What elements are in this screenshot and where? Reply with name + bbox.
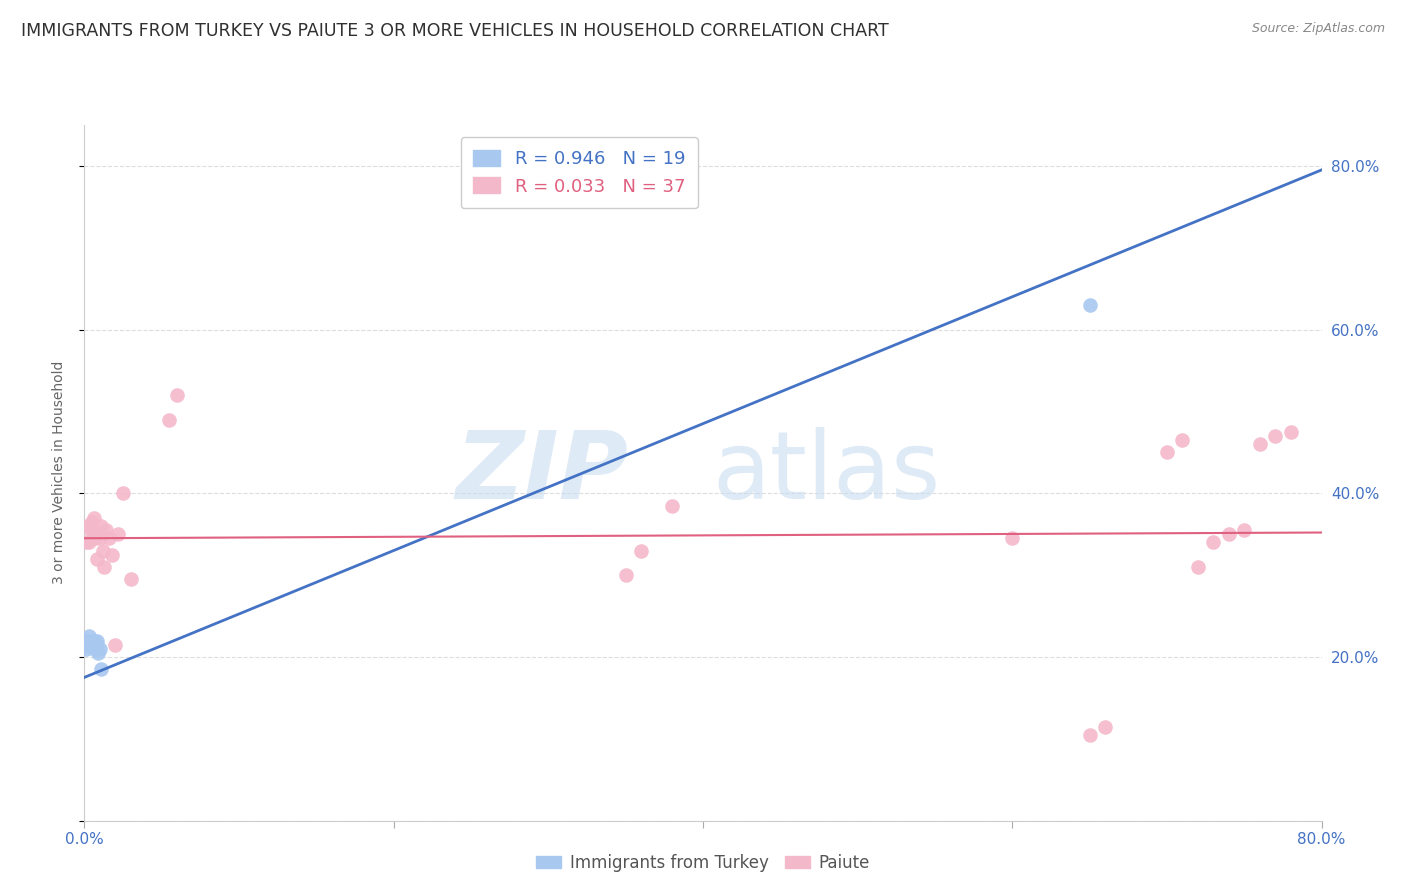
Point (83, 638, 105, 652)
Point (82, 635, 104, 649)
Point (76, 633, 98, 648)
Point (84, 638, 107, 652)
Point (89, 531, 111, 545)
Point (84, 531, 107, 545)
Point (82, 640, 104, 654)
Point (77, 638, 100, 652)
Point (89, 641, 111, 656)
Point (90, 662, 112, 676)
Point (1264, 429, 1286, 443)
Point (614, 568, 637, 582)
Point (107, 527, 129, 541)
Point (77, 630, 100, 644)
Y-axis label: 3 or more Vehicles in Household: 3 or more Vehicles in Household (52, 361, 66, 584)
Point (86, 638, 108, 652)
Text: Source: ZipAtlas.com: Source: ZipAtlas.com (1251, 22, 1385, 36)
Point (94, 523, 117, 537)
Point (75, 641, 97, 656)
Legend: Immigrants from Turkey, Paiute: Immigrants from Turkey, Paiute (530, 847, 876, 879)
Point (83, 633, 105, 648)
Point (101, 548, 124, 562)
Point (98, 531, 121, 545)
Point (112, 486, 135, 500)
Point (86, 551, 108, 566)
Point (76, 638, 98, 652)
Point (661, 499, 683, 513)
Point (630, 543, 652, 558)
Text: atlas: atlas (713, 426, 941, 519)
Point (1233, 523, 1256, 537)
Point (1001, 531, 1024, 545)
Point (86, 633, 108, 648)
Point (76, 519, 98, 533)
Point (1249, 437, 1271, 451)
Point (79, 638, 101, 652)
Point (83, 510, 105, 524)
Point (104, 638, 127, 652)
Point (77, 535, 100, 549)
Point (159, 412, 181, 426)
Point (1202, 535, 1225, 549)
Point (1094, 719, 1116, 733)
Point (1218, 527, 1240, 541)
Text: IMMIGRANTS FROM TURKEY VS PAIUTE 3 OR MORE VEHICLES IN HOUSEHOLD CORRELATION CHA: IMMIGRANTS FROM TURKEY VS PAIUTE 3 OR MO… (21, 22, 889, 40)
Point (75, 535, 97, 549)
Point (91, 543, 114, 558)
Point (1187, 560, 1209, 574)
Point (166, 388, 188, 402)
Point (87, 646, 110, 660)
Point (82, 515, 104, 529)
Point (93, 560, 115, 574)
Point (79, 633, 101, 648)
Point (1279, 425, 1302, 439)
Point (87, 527, 110, 541)
Text: ZIP: ZIP (456, 426, 628, 519)
Point (1078, 728, 1101, 742)
Point (120, 572, 142, 586)
Point (90, 519, 112, 533)
Point (1156, 445, 1178, 459)
Point (79, 523, 101, 537)
Point (1078, 298, 1101, 312)
Point (1171, 433, 1194, 447)
Point (84, 641, 107, 656)
